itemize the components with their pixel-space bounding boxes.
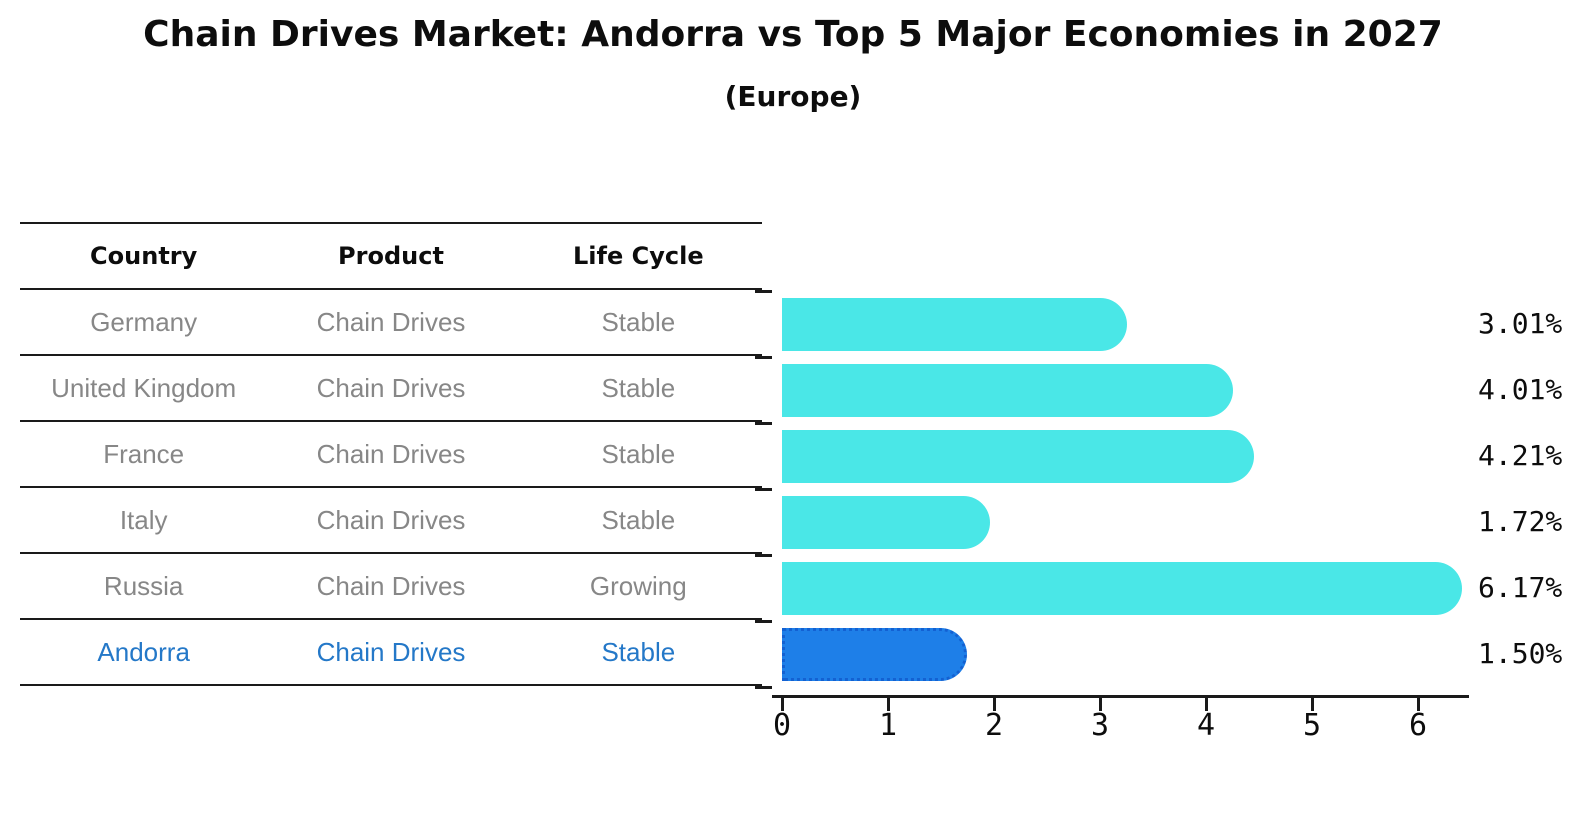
y-tick-6	[755, 685, 772, 689]
country-table: Country Product Life Cycle Germany Chain …	[20, 222, 762, 686]
table-row-russia: Russia Chain Drives Growing	[20, 554, 762, 620]
x-tick-label-0: 0	[772, 708, 792, 743]
table-row-andorra: Andorra Chain Drives Stable	[20, 620, 762, 686]
table-body: Germany Chain Drives Stable United Kingdom C…	[20, 290, 762, 686]
bar-italy	[782, 495, 991, 549]
cell-life-cycle: Stable	[601, 372, 676, 403]
cell-life-cycle: Growing	[589, 570, 687, 601]
chart-title: Chain Drives Market: Andorra vs Top 5 Ma…	[143, 14, 1443, 55]
x-tick-label-4: 4	[1196, 708, 1216, 743]
bar-russia	[782, 561, 1463, 615]
x-tick-5	[1310, 698, 1314, 711]
bar-france	[782, 429, 1255, 483]
cell-country: Andorra	[97, 636, 190, 667]
x-tick-label-2: 2	[984, 708, 1004, 743]
y-tick-1	[755, 355, 772, 359]
value-label-germany: 3.01%	[1478, 307, 1563, 340]
cell-country: Italy	[119, 504, 168, 535]
value-label-france: 4.21%	[1478, 439, 1563, 472]
bar-germany	[782, 297, 1128, 351]
cell-product: Chain Drives	[316, 438, 466, 469]
cell-country: United Kingdom	[51, 372, 237, 403]
x-tick-label-1: 1	[878, 708, 898, 743]
y-tick-0	[755, 289, 772, 293]
x-tick-0	[780, 698, 784, 711]
table-header-row: Country Product Life Cycle	[20, 224, 762, 290]
cell-country: Russia	[103, 570, 184, 601]
value-label-italy: 1.72%	[1478, 505, 1563, 538]
value-label-united-kingdom: 4.01%	[1478, 373, 1563, 406]
x-tick-label-5: 5	[1302, 708, 1322, 743]
cell-product: Chain Drives	[316, 504, 466, 535]
column-header-life-cycle: Life Cycle	[573, 242, 704, 270]
x-tick-label-3: 3	[1090, 708, 1110, 743]
x-tick-3	[1098, 698, 1102, 711]
bar-united-kingdom	[782, 363, 1234, 417]
x-tick-2	[992, 698, 996, 711]
cell-product: Chain Drives	[316, 372, 466, 403]
y-tick-2	[755, 421, 772, 425]
value-label-andorra: 1.50%	[1478, 637, 1563, 670]
cell-life-cycle: Stable	[601, 438, 676, 469]
chart-subtitle: (Europe)	[724, 80, 862, 113]
table-row-italy: Italy Chain Drives Stable	[20, 488, 762, 554]
y-tick-5	[755, 619, 772, 623]
bar-andorra	[782, 627, 967, 681]
cell-life-cycle: Stable	[601, 636, 676, 667]
x-axis-line	[772, 695, 1469, 698]
cell-country: France	[103, 438, 185, 469]
y-tick-4	[755, 553, 772, 557]
cell-product: Chain Drives	[316, 306, 466, 337]
x-tick-4	[1204, 698, 1208, 711]
x-tick-1	[886, 698, 890, 711]
y-tick-3	[755, 487, 772, 491]
cell-product: Chain Drives	[316, 570, 466, 601]
cell-life-cycle: Stable	[601, 504, 676, 535]
table-row-united-kingdom: United Kingdom Chain Drives Stable	[20, 356, 762, 422]
x-tick-6	[1416, 698, 1420, 711]
value-label-russia: 6.17%	[1478, 571, 1563, 604]
table-row-germany: Germany Chain Drives Stable	[20, 290, 762, 356]
x-tick-label-6: 6	[1408, 708, 1428, 743]
cell-life-cycle: Stable	[601, 306, 676, 337]
table-row-france: France Chain Drives Stable	[20, 422, 762, 488]
column-header-country: Country	[90, 242, 198, 270]
cell-country: Germany	[90, 306, 198, 337]
column-header-product: Product	[338, 242, 444, 270]
cell-product: Chain Drives	[316, 636, 466, 667]
